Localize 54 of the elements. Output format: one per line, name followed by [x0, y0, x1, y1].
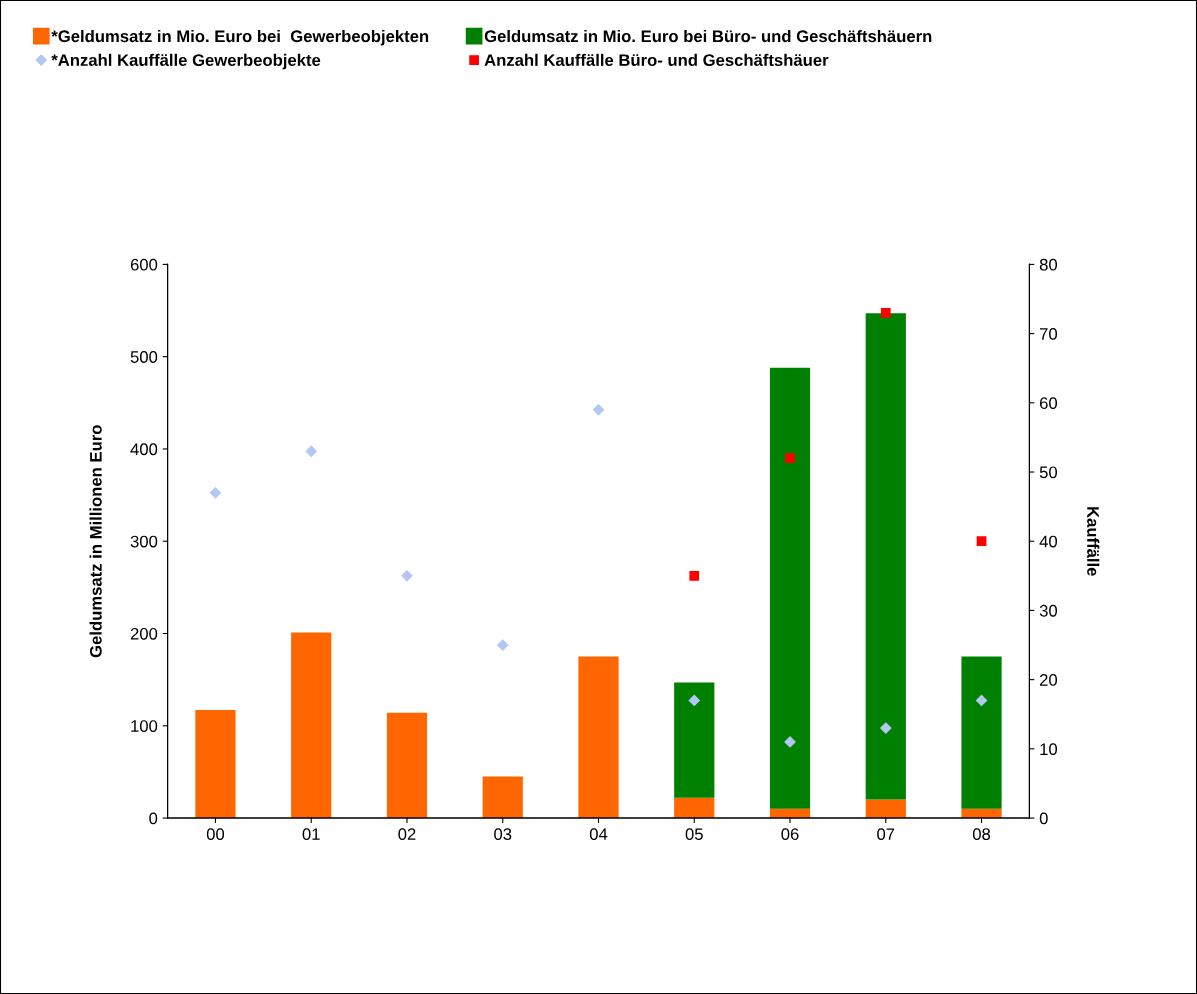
y-tick-label: 200	[130, 627, 158, 640]
point	[305, 445, 317, 457]
y2-tick-label: 60	[1039, 397, 1058, 410]
point	[497, 639, 509, 651]
point	[209, 487, 222, 499]
x-tick-label: 01	[302, 828, 320, 841]
legend-label: Anzahl Kauffälle Büro- und Geschäftshäuer	[484, 53, 829, 67]
bar	[291, 632, 332, 819]
x-tick-label: 04	[589, 828, 608, 841]
x-tick-label: 02	[398, 828, 416, 841]
bar	[578, 656, 619, 819]
y2-tick-label: 50	[1039, 466, 1058, 479]
x-tick-label: 05	[685, 828, 703, 841]
point	[592, 404, 605, 416]
point	[880, 307, 891, 318]
point	[401, 570, 413, 582]
y2-axis-title: Kauffälle	[1087, 507, 1100, 576]
bar	[674, 682, 715, 798]
x-tick-label: 07	[877, 828, 895, 841]
point	[880, 722, 892, 734]
y2-tick-label: 40	[1039, 535, 1058, 548]
bar	[195, 710, 236, 819]
bar	[961, 656, 1002, 809]
y2-tick-label: 30	[1039, 604, 1058, 617]
point	[975, 694, 988, 707]
legend-label: Geldumsatz in Mio. Euro bei Büro- und Geschäftshäuern	[484, 29, 932, 43]
bar	[865, 799, 906, 819]
legend-label: *Geldumsatz in Mio. Euro bei Gewerbeobjekten	[51, 29, 429, 46]
x-tick-label: 00	[206, 828, 225, 841]
point	[976, 536, 987, 547]
bar	[386, 712, 428, 819]
y2-tick-label: 0	[1039, 812, 1048, 825]
y-tick-label: 600	[130, 258, 158, 271]
x-tick-label: 03	[494, 828, 512, 841]
bar	[769, 367, 811, 809]
y2-tick-label: 80	[1039, 258, 1058, 271]
y-axis-title: Geldumsatz in Millionen Euro	[89, 425, 102, 658]
point	[689, 570, 700, 581]
point	[785, 453, 795, 464]
y-tick-label: 300	[130, 535, 158, 548]
y-tick-label: 400	[130, 443, 158, 456]
y-tick-label: 0	[149, 812, 158, 825]
bar	[865, 313, 906, 800]
y2-tick-label: 70	[1040, 328, 1058, 340]
y2-tick-label: 20	[1039, 674, 1058, 686]
legend-label: *Anzahl Kauffälle Gewerbeobjekte	[51, 53, 321, 70]
y-tick-label: 500	[130, 351, 158, 363]
y2-tick-label: 10	[1040, 743, 1058, 756]
y-tick-label: 100	[131, 720, 158, 732]
bar	[674, 797, 715, 819]
x-tick-label: 06	[781, 828, 799, 841]
point	[688, 694, 700, 707]
x-tick-label: 08	[972, 828, 991, 841]
bar	[482, 776, 523, 819]
